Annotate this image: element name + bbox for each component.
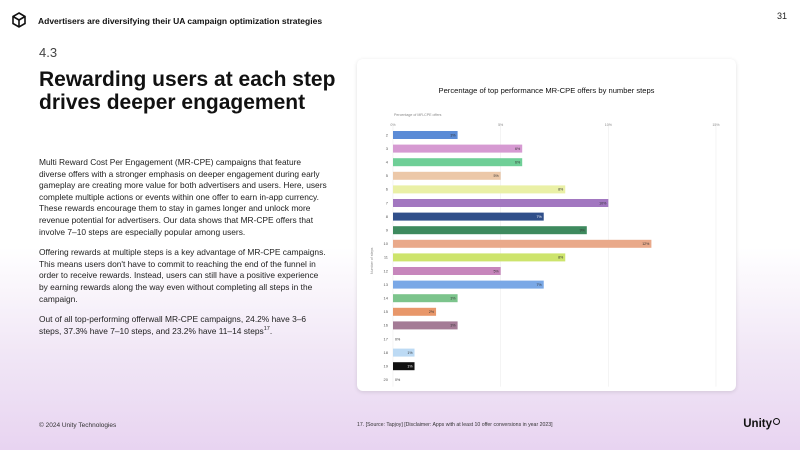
bar	[393, 158, 523, 167]
category-label: 19	[384, 364, 389, 369]
data-label: 5%	[493, 269, 499, 273]
bar	[393, 131, 458, 139]
category-label: 13	[384, 282, 389, 287]
trademark-icon	[773, 418, 780, 425]
bar	[393, 212, 544, 221]
bar	[393, 307, 437, 316]
bar	[393, 144, 523, 153]
bar	[393, 185, 566, 194]
bar-chart: 0% 5% 10% 15% Percentage of MR-CPE offers Num…	[370, 113, 720, 387]
category-label: 4	[386, 160, 389, 165]
body-paragraph-3: Out of all top-performing offerwall MR-C…	[39, 314, 329, 337]
category-label: 10	[384, 241, 389, 246]
data-label: 8%	[558, 188, 564, 192]
bar	[393, 253, 566, 262]
category-label: 12	[384, 268, 389, 273]
data-label: 3%	[450, 297, 456, 301]
category-label: 8	[386, 214, 389, 219]
category-label: 17	[384, 336, 389, 341]
chart-card: Percentage of top performance MR-CPE off…	[357, 59, 736, 391]
copyright: © 2024 Unity Technologies	[39, 422, 117, 429]
body-paragraph-3-end: .	[269, 325, 273, 336]
category-label: 7	[386, 200, 389, 205]
data-label: 5%	[493, 174, 499, 178]
x-tick-label: 10%	[605, 123, 613, 127]
category-label: 3	[386, 146, 389, 151]
header-title: Advertisers are diversifying their UA ca…	[38, 16, 323, 26]
category-label: 5	[386, 173, 389, 178]
data-label: 6%	[515, 147, 521, 151]
bar	[393, 239, 652, 248]
unity-logo-icon	[12, 12, 26, 28]
category-label: 18	[384, 350, 389, 355]
category-label: 20	[384, 377, 389, 382]
bar	[393, 199, 609, 207]
category-label: 16	[384, 323, 389, 328]
bar	[393, 267, 501, 275]
y-axis-title: Number of steps	[370, 247, 374, 274]
top-bar: Advertisers are diversifying their UA ca…	[0, 0, 800, 44]
data-label: 12%	[642, 242, 650, 246]
bar	[393, 362, 415, 371]
x-tick-label: 15%	[712, 123, 720, 127]
footnote: 17. [Source: Tapjoy] [Disclaimer: Apps w…	[357, 422, 553, 428]
bar	[393, 226, 587, 235]
category-label: 9	[386, 228, 389, 233]
data-label: 3%	[450, 133, 456, 137]
bar	[393, 348, 415, 357]
unity-wordmark: Unity	[743, 418, 780, 430]
data-label: 9%	[580, 229, 586, 233]
data-label: 7%	[537, 283, 543, 287]
x-axis-title: Percentage of MR-CPE offers	[394, 113, 442, 117]
brand-name: Unity	[743, 418, 772, 430]
data-label: 10%	[599, 201, 607, 205]
chart-title: Percentage of top performance MR-CPE off…	[438, 86, 655, 95]
category-label: 15	[384, 309, 389, 314]
x-tick-label: 0%	[390, 123, 396, 127]
page-headline: Rewarding users at each step drives deep…	[39, 68, 336, 114]
bar	[393, 171, 501, 180]
data-label: 6%	[515, 161, 521, 165]
bar	[393, 294, 458, 303]
x-tick-label: 5%	[498, 123, 504, 127]
body-paragraph-2: Offering rewards at multiple steps is a …	[39, 247, 326, 304]
body-text: Multi Reward Cost Per Engagement (MR-CPE…	[39, 157, 329, 346]
bar	[393, 321, 458, 330]
data-label: 3%	[450, 324, 456, 328]
bar	[393, 280, 544, 289]
page-number: 31	[776, 11, 787, 21]
section-number: 4.3	[39, 45, 58, 60]
data-label: 2%	[429, 310, 435, 314]
category-label: 14	[384, 296, 389, 301]
data-label: 0%	[395, 337, 401, 341]
category-label: 6	[386, 187, 389, 192]
data-label: 1%	[407, 365, 413, 369]
data-label: 0%	[395, 378, 401, 382]
data-label: 7%	[537, 215, 543, 219]
category-label: 2	[386, 132, 389, 137]
body-paragraph-1: Multi Reward Cost Per Engagement (MR-CPE…	[39, 157, 327, 237]
footnote-ref: 17	[263, 325, 270, 332]
body-paragraph-3-text: Out of all top-performing offerwall MR-C…	[39, 314, 307, 336]
data-label: 8%	[558, 256, 564, 260]
category-label: 11	[384, 255, 389, 260]
data-label: 1%	[407, 351, 413, 355]
